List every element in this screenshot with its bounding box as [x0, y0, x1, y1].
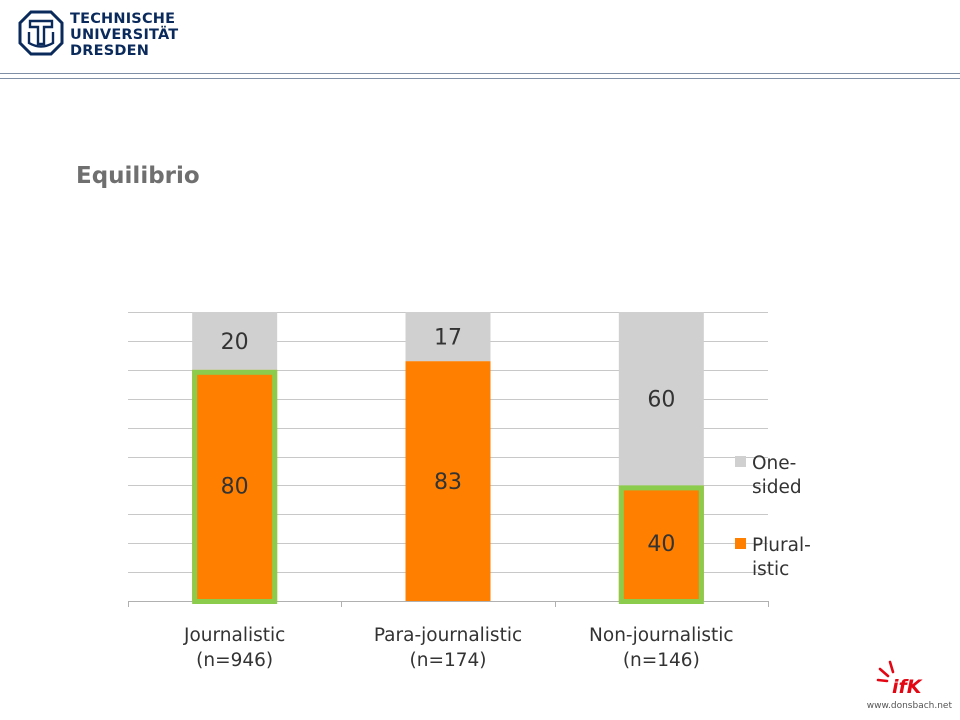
x-tick-label: (n=946) — [196, 650, 273, 671]
legend-swatch — [735, 456, 746, 467]
x-tick-label: Para-journalistic — [374, 625, 522, 646]
header-rule-bottom — [0, 78, 960, 79]
bar-segment — [405, 312, 491, 362]
bar-segment — [192, 369, 278, 601]
bar-segment — [618, 485, 704, 601]
wordmark-line-2: UNIVERSITÄT — [70, 27, 179, 43]
legend-swatch — [735, 538, 746, 549]
tu-dresden-logo: TECHNISCHE UNIVERSITÄT DRESDEN — [18, 10, 183, 62]
wordmark-line-1: TECHNISCHE — [70, 11, 176, 27]
svg-text:ifK: ifK — [892, 676, 923, 698]
data-label: 60 — [647, 388, 675, 413]
bar-segment — [405, 361, 491, 601]
legend-label: sided — [752, 477, 802, 498]
x-tick-label: Non-journalistic — [589, 625, 734, 646]
footer-url: www.donsbach.net — [866, 701, 952, 711]
legend-label: One- — [752, 453, 796, 474]
bar-segment — [618, 312, 704, 486]
data-label: 17 — [434, 326, 462, 351]
data-label: 80 — [221, 474, 249, 499]
legend-label: istic — [752, 559, 789, 580]
tu-dresden-emblem-icon — [18, 10, 64, 56]
university-wordmark: TECHNISCHE UNIVERSITÄT DRESDEN — [70, 11, 178, 59]
header-rule-top — [0, 73, 960, 74]
ifk-logo-icon: ifK — [876, 660, 923, 698]
data-label: 20 — [221, 330, 249, 355]
legend-label: Plural- — [752, 535, 811, 556]
bar-segment — [192, 312, 278, 370]
page-title: Equilibrio — [76, 163, 200, 189]
data-label: 40 — [647, 532, 675, 557]
x-tick-label: (n=146) — [623, 650, 700, 671]
data-label: 83 — [434, 470, 462, 495]
highlight-outline — [618, 485, 704, 604]
x-tick-label: (n=174) — [410, 650, 487, 671]
highlight-outline — [192, 369, 278, 604]
wordmark-line-3: DRESDEN — [70, 43, 150, 59]
x-tick-label: Journalistic — [183, 625, 285, 646]
